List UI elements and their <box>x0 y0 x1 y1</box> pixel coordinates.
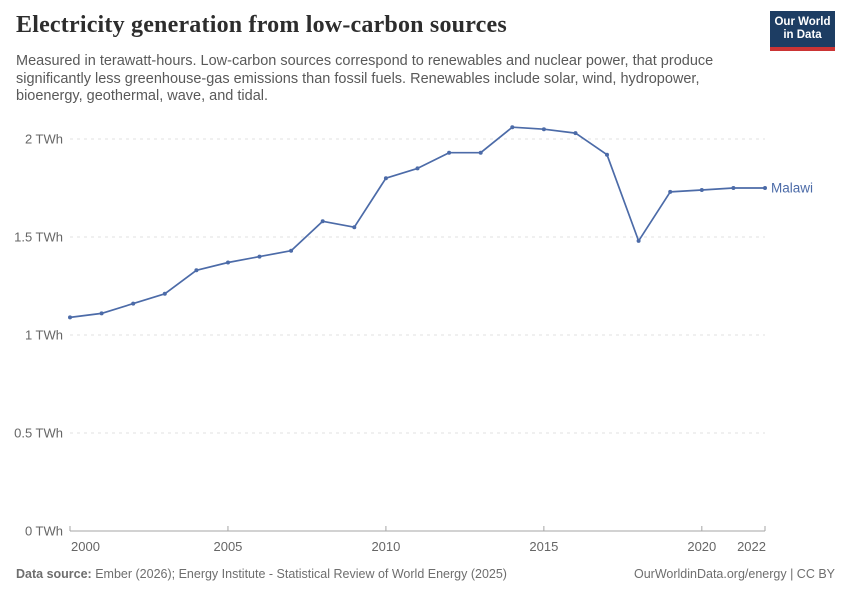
data-point-marker[interactable] <box>257 254 262 259</box>
chart-subtitle-line: bioenergy, geothermal, wave, and tidal. <box>16 88 269 104</box>
data-point-marker[interactable] <box>383 176 388 181</box>
data-source-text: Ember (2026); Energy Institute - Statist… <box>91 567 507 581</box>
data-point-marker[interactable] <box>478 150 483 155</box>
series-line[interactable] <box>69 126 766 319</box>
data-point-marker[interactable] <box>415 166 420 171</box>
credit-link[interactable]: OurWorldinData.org/energy | CC BY <box>633 567 835 581</box>
y-axis-label: 1 TWh <box>25 328 63 343</box>
chart-title: Electricity generation from low-carbon s… <box>16 12 507 38</box>
x-axis-label: 2015 <box>529 539 558 554</box>
y-axis-label: 1.5 TWh <box>14 230 63 245</box>
owid-logo-text: in Data <box>783 29 822 41</box>
data-point-marker[interactable] <box>289 248 294 253</box>
data-point-marker[interactable] <box>131 301 136 306</box>
chart-subtitle-line: Measured in terawatt-hours. Low-carbon s… <box>16 53 714 69</box>
data-point-marker[interactable] <box>320 219 325 224</box>
chart-subtitle-line: significantly less greenhouse-gas emissi… <box>16 70 700 87</box>
data-point-marker[interactable] <box>668 189 673 194</box>
chart-subtitle: Measured in terawatt-hours. Low-carbon s… <box>16 53 713 106</box>
data-point-marker[interactable] <box>510 125 515 130</box>
data-point-marker[interactable] <box>573 131 578 136</box>
y-axis-label: 2 TWh <box>25 132 63 147</box>
data-source-label: Data source: <box>16 567 92 581</box>
x-axis-label: 2010 <box>371 539 400 554</box>
x-axis-label: 2005 <box>213 539 242 554</box>
data-point-marker[interactable] <box>763 186 767 190</box>
owid-logo-text: Our World <box>774 16 831 28</box>
x-axis-label: 2022 <box>737 539 766 554</box>
x-axis-label: 2000 <box>71 539 100 554</box>
owid-logo[interactable]: Our World in Data <box>770 11 835 51</box>
x-axis-label: 2020 <box>687 539 716 554</box>
data-point-marker[interactable] <box>699 188 704 192</box>
y-axis-label: 0.5 TWh <box>14 426 63 441</box>
data-point-marker[interactable] <box>636 238 641 243</box>
data-point-marker[interactable] <box>68 315 72 320</box>
data-point-marker[interactable] <box>194 268 199 273</box>
data-point-marker[interactable] <box>447 150 452 155</box>
data-point-marker[interactable] <box>541 127 546 132</box>
data-point-marker[interactable] <box>352 225 357 230</box>
data-point-marker[interactable] <box>605 152 609 157</box>
series-entity-label[interactable]: Malawi <box>771 181 813 196</box>
data-point-marker[interactable] <box>99 311 104 316</box>
data-source[interactable]: Data source: Ember (2026); Energy Instit… <box>16 567 507 581</box>
y-axis-label: 0 TWh <box>25 524 63 539</box>
data-point-marker[interactable] <box>162 291 167 296</box>
data-point-marker[interactable] <box>226 260 230 265</box>
data-point-marker[interactable] <box>731 186 736 190</box>
